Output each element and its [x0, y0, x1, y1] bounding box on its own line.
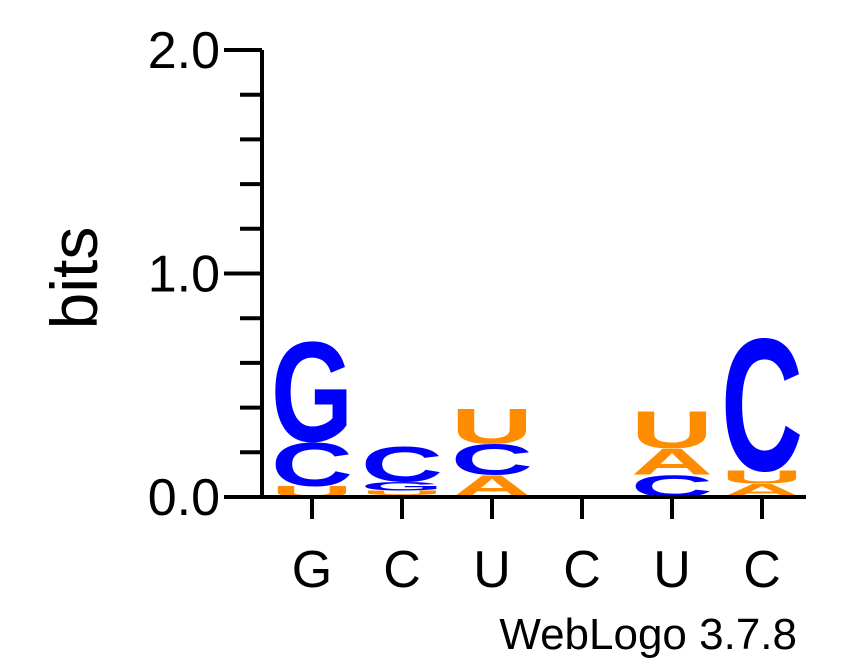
logo-glyph-a: A [631, 441, 713, 482]
y-axis-title: bits [37, 227, 111, 330]
logo-glyph-c: C [721, 300, 803, 511]
x-tick-label: C [563, 541, 601, 599]
logo-glyph-u: U [721, 467, 803, 488]
y-tick-label: 0.0 [148, 469, 220, 527]
logo-glyph-c: C [271, 430, 353, 499]
logo-glyph-g: G [361, 479, 443, 493]
logo-glyph-u: U [451, 399, 533, 455]
logo-glyph-g: G [271, 311, 353, 471]
x-tick-label: C [383, 541, 421, 599]
logo-stacks: UCGAUGCACUCCAUAUC [271, 300, 803, 511]
logo-glyph-u: U [361, 489, 443, 496]
y-axis: 0.0 1.0 2.0 [148, 22, 264, 527]
credit-label: WebLogo 3.7.8 [499, 610, 797, 659]
logo-glyph-c: C [361, 437, 443, 493]
y-tick-label: 1.0 [148, 246, 220, 304]
y-tick-label: 2.0 [148, 22, 220, 80]
x-tick-label: C [743, 541, 781, 599]
x-tick-label: U [653, 541, 691, 599]
x-tick-label: G [292, 541, 332, 599]
logo-glyph-c: C [451, 436, 533, 485]
x-tick-label: U [473, 541, 511, 599]
logo-glyph-u: U [631, 400, 713, 459]
